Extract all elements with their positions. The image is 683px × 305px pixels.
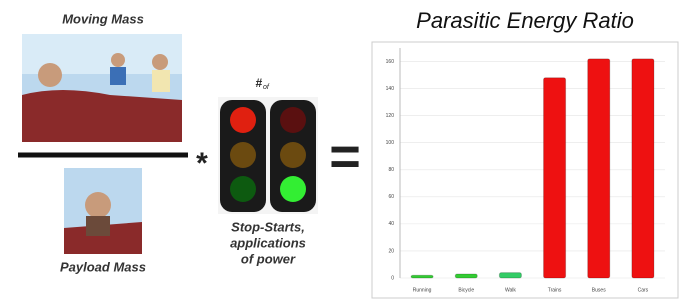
times-sign: * bbox=[196, 147, 208, 180]
y-tick-label: 40 bbox=[388, 221, 394, 227]
x-tick-label: Bicycle bbox=[458, 287, 474, 293]
stop-starts-line: of power bbox=[241, 251, 296, 266]
bar bbox=[499, 273, 521, 278]
y-tick-label: 60 bbox=[388, 194, 394, 200]
bar bbox=[588, 59, 610, 278]
chart-title: Parasitic Energy Ratio bbox=[416, 8, 634, 33]
y-tick-label: 120 bbox=[386, 113, 395, 119]
count-symbol: # bbox=[255, 76, 262, 90]
bar bbox=[411, 275, 433, 278]
moving-mass-label: Moving Mass bbox=[62, 11, 144, 26]
y-tick-label: 20 bbox=[388, 248, 394, 254]
y-tick-label: 160 bbox=[386, 59, 395, 65]
traffic-lights bbox=[218, 97, 318, 214]
y-tick-label: 80 bbox=[388, 167, 394, 173]
page: Moving Mass Payload Mass * # of Stop-Sta… bbox=[0, 0, 683, 305]
x-tick-label: Trains bbox=[548, 287, 562, 293]
stop-starts-line: applications bbox=[230, 235, 306, 250]
bar bbox=[632, 59, 654, 278]
y-tick-label: 100 bbox=[386, 140, 395, 146]
moving-photo bbox=[22, 34, 182, 142]
stop-starts-line: Stop-Starts, bbox=[231, 219, 305, 234]
y-tick-label: 0 bbox=[391, 275, 394, 281]
payload-mass-label: Payload Mass bbox=[60, 259, 146, 274]
payload-photo bbox=[64, 168, 142, 254]
count-sub: of bbox=[263, 84, 270, 91]
equals-sign: = bbox=[329, 126, 361, 186]
x-tick-label: Running bbox=[413, 287, 432, 293]
x-tick-label: Buses bbox=[592, 287, 606, 293]
bar bbox=[544, 78, 566, 278]
bar bbox=[455, 274, 477, 278]
infographic: Moving Mass Payload Mass * # of Stop-Sta… bbox=[0, 0, 683, 300]
x-tick-label: Cars bbox=[638, 287, 649, 293]
x-tick-label: Walk bbox=[505, 287, 516, 293]
y-tick-label: 140 bbox=[386, 86, 395, 92]
